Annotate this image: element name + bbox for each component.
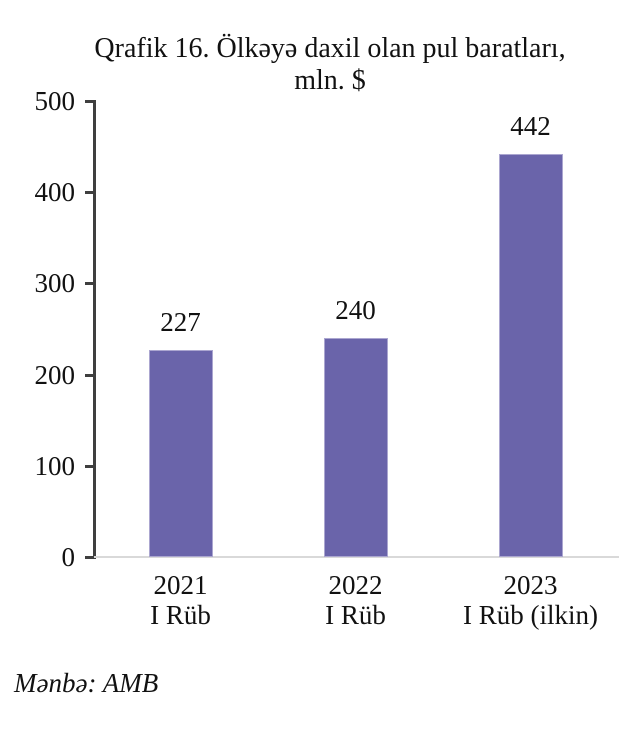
y-axis-tick [85, 373, 94, 377]
x-category-period: I Rüb [325, 600, 386, 630]
x-category-period: I Rüb [150, 600, 211, 630]
y-axis-tick-label: 100 [34, 450, 76, 481]
x-category-label: 2022 I Rüb [268, 570, 444, 630]
y-axis-tick-label: 200 [34, 359, 76, 390]
y-axis-tick-label: 500 [34, 86, 76, 116]
y-axis-line [93, 100, 96, 559]
x-category-year: 2021 [153, 570, 208, 600]
bar [323, 338, 388, 557]
bar-value-label: 442 [510, 110, 551, 141]
x-category-label: 2021 I Rüb [93, 570, 269, 630]
x-axis-baseline [93, 556, 619, 558]
y-axis-tick [85, 282, 94, 286]
x-category-year: 2022 [328, 570, 383, 600]
chart-title: Qrafik 16. Ölkəyə daxil olan pul baratla… [40, 33, 620, 97]
y-axis-tick [85, 191, 94, 195]
y-axis-tick-label: 300 [34, 268, 76, 299]
y-axis-tick [85, 100, 94, 103]
chart-title-line2: mln. $ [294, 65, 366, 96]
chart-title-line1: Qrafik 16. Ölkəyə daxil olan pul baratla… [94, 33, 566, 64]
y-axis-tick-label: 400 [34, 177, 76, 208]
source-note: Mənbə: AMB [14, 668, 159, 698]
x-category-year: 2023 [503, 570, 558, 600]
y-axis-tick [85, 464, 94, 468]
x-category-period: I Rüb (ilkin) [463, 600, 598, 630]
bar-value-label: 240 [335, 295, 376, 326]
bar [498, 153, 563, 557]
y-axis-tick [85, 556, 94, 559]
bar [148, 349, 213, 557]
y-axis-tick-label: 0 [61, 542, 76, 572]
bar-value-label: 227 [160, 306, 201, 337]
x-category-label: 2023 I Rüb (ilkin) [443, 570, 619, 630]
